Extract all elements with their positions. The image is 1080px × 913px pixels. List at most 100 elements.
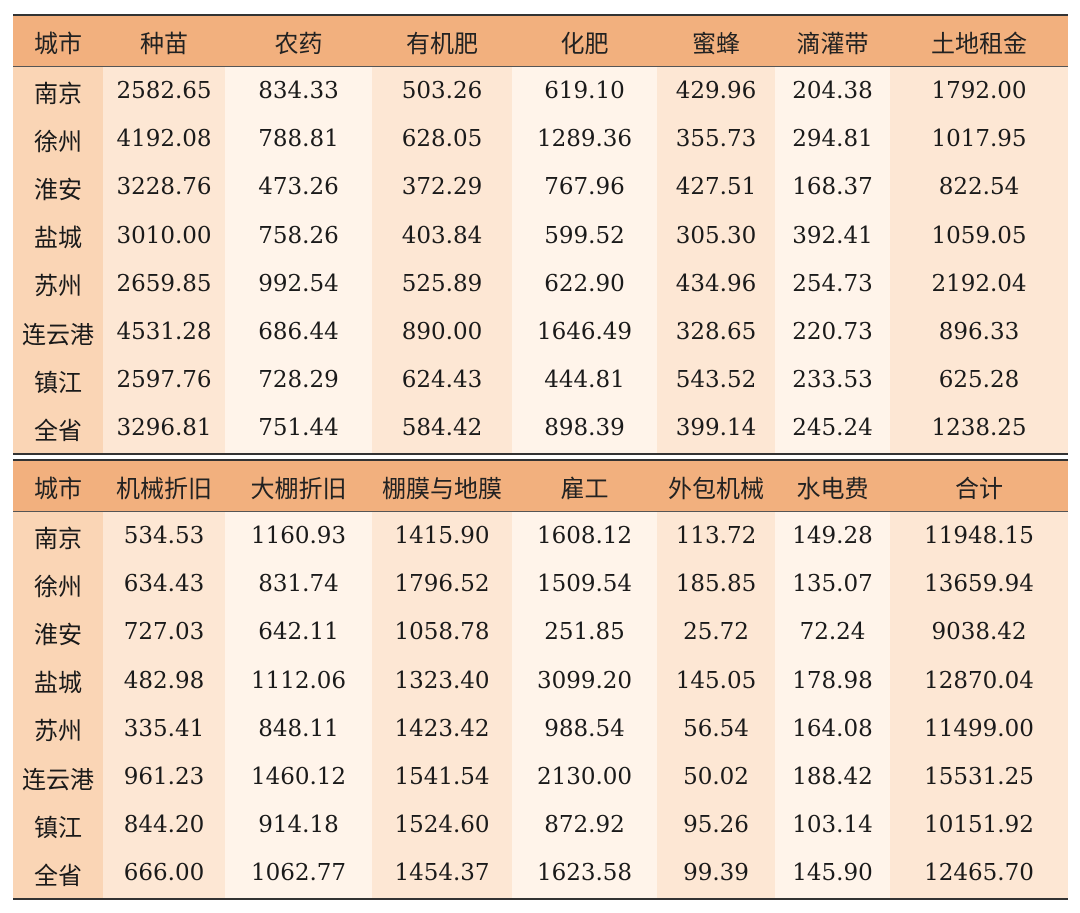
column-header: 棚膜与地膜 [372, 459, 512, 512]
value-cell: 1415.90 [372, 511, 512, 561]
header-row: 城市 种苗 农药 有机肥 化肥 蜜蜂 滴灌带 土地租金 [13, 14, 1068, 67]
city-cell: 连云港 [13, 307, 103, 357]
value-cell: 758.26 [225, 211, 372, 260]
city-cell: 盐城 [13, 656, 103, 705]
city-cell: 南京 [13, 511, 103, 561]
table-row: 镇江 844.20 914.18 1524.60 872.92 95.26 103.14 10… [13, 801, 1068, 850]
city-cell: 盐城 [13, 211, 103, 260]
value-cell: 473.26 [225, 163, 372, 212]
value-cell: 1238.25 [890, 404, 1068, 455]
header-row: 城市 机械折旧 大棚折旧 棚膜与地膜 雇工 外包机械 水电费 合计 [13, 459, 1068, 512]
column-header: 机械折旧 [103, 459, 225, 512]
value-cell: 961.23 [103, 752, 225, 802]
value-cell: 767.96 [512, 163, 657, 212]
value-cell: 1058.78 [372, 608, 512, 657]
value-cell: 11499.00 [890, 704, 1068, 753]
value-cell: 988.54 [512, 704, 657, 753]
value-cell: 294.81 [775, 115, 890, 164]
value-cell: 872.92 [512, 801, 657, 850]
value-cell: 251.85 [512, 608, 657, 657]
value-cell: 3099.20 [512, 656, 657, 705]
value-cell: 355.73 [657, 115, 775, 164]
value-cell: 1423.42 [372, 704, 512, 753]
column-header: 城市 [13, 459, 103, 512]
value-cell: 372.29 [372, 163, 512, 212]
column-header: 滴灌带 [775, 14, 890, 67]
table-row: 镇江 2597.76 728.29 624.43 444.81 543.52 233.53 6… [13, 356, 1068, 405]
table-row: 南京 2582.65 834.33 503.26 619.10 429.96 204.38 1… [13, 66, 1068, 116]
table-row: 连云港 4531.28 686.44 890.00 1646.49 328.65 220.7… [13, 307, 1068, 357]
value-cell: 1796.52 [372, 560, 512, 609]
city-cell: 淮安 [13, 608, 103, 657]
cost-table-part-2: 城市 机械折旧 大棚折旧 棚膜与地膜 雇工 外包机械 水电费 合计 南京 534.53 1160.… [13, 459, 1068, 900]
column-header: 雇工 [512, 459, 657, 512]
value-cell: 444.81 [512, 356, 657, 405]
value-cell: 335.41 [103, 704, 225, 753]
value-cell: 10151.92 [890, 801, 1068, 850]
value-cell: 584.42 [372, 404, 512, 455]
value-cell: 914.18 [225, 801, 372, 850]
city-cell: 连云港 [13, 752, 103, 802]
table-row: 徐州 634.43 831.74 1796.52 1509.54 185.85 135.07… [13, 560, 1068, 609]
value-cell: 403.84 [372, 211, 512, 260]
value-cell: 831.74 [225, 560, 372, 609]
value-cell: 233.53 [775, 356, 890, 405]
value-cell: 728.29 [225, 356, 372, 405]
city-cell: 徐州 [13, 115, 103, 164]
table-row: 苏州 2659.85 992.54 525.89 622.90 434.96 254.73 2… [13, 259, 1068, 308]
value-cell: 178.98 [775, 656, 890, 705]
column-header: 水电费 [775, 459, 890, 512]
value-cell: 103.14 [775, 801, 890, 850]
value-cell: 25.72 [657, 608, 775, 657]
value-cell: 328.65 [657, 307, 775, 357]
value-cell: 99.39 [657, 849, 775, 900]
data-table-1: 城市 种苗 农药 有机肥 化肥 蜜蜂 滴灌带 土地租金 南京 2582.65 834.33 503.… [13, 14, 1068, 455]
value-cell: 2659.85 [103, 259, 225, 308]
value-cell: 392.41 [775, 211, 890, 260]
value-cell: 9038.42 [890, 608, 1068, 657]
value-cell: 534.53 [103, 511, 225, 561]
value-cell: 434.96 [657, 259, 775, 308]
value-cell: 751.44 [225, 404, 372, 455]
value-cell: 1160.93 [225, 511, 372, 561]
value-cell: 245.24 [775, 404, 890, 455]
value-cell: 168.37 [775, 163, 890, 212]
data-table-2: 城市 机械折旧 大棚折旧 棚膜与地膜 雇工 外包机械 水电费 合计 南京 534.53 1160.… [13, 459, 1068, 900]
city-cell: 南京 [13, 66, 103, 116]
value-cell: 145.90 [775, 849, 890, 900]
value-cell: 12870.04 [890, 656, 1068, 705]
value-cell: 2582.65 [103, 66, 225, 116]
city-cell: 苏州 [13, 704, 103, 753]
value-cell: 204.38 [775, 66, 890, 116]
column-header: 土地租金 [890, 14, 1068, 67]
value-cell: 898.39 [512, 404, 657, 455]
value-cell: 1289.36 [512, 115, 657, 164]
table-row: 淮安 3228.76 473.26 372.29 767.96 427.51 168.37 8… [13, 163, 1068, 212]
value-cell: 2597.76 [103, 356, 225, 405]
value-cell: 1323.40 [372, 656, 512, 705]
value-cell: 503.26 [372, 66, 512, 116]
value-cell: 844.20 [103, 801, 225, 850]
city-cell: 徐州 [13, 560, 103, 609]
value-cell: 72.24 [775, 608, 890, 657]
value-cell: 1509.54 [512, 560, 657, 609]
value-cell: 628.05 [372, 115, 512, 164]
value-cell: 896.33 [890, 307, 1068, 357]
value-cell: 254.73 [775, 259, 890, 308]
value-cell: 642.11 [225, 608, 372, 657]
value-cell: 2130.00 [512, 752, 657, 802]
value-cell: 15531.25 [890, 752, 1068, 802]
value-cell: 1524.60 [372, 801, 512, 850]
value-cell: 599.52 [512, 211, 657, 260]
value-cell: 399.14 [657, 404, 775, 455]
table-row: 盐城 3010.00 758.26 403.84 599.52 305.30 392.41 1… [13, 211, 1068, 260]
city-cell: 镇江 [13, 356, 103, 405]
value-cell: 788.81 [225, 115, 372, 164]
value-cell: 624.43 [372, 356, 512, 405]
value-cell: 1646.49 [512, 307, 657, 357]
column-header: 有机肥 [372, 14, 512, 67]
value-cell: 666.00 [103, 849, 225, 900]
value-cell: 135.07 [775, 560, 890, 609]
value-cell: 164.08 [775, 704, 890, 753]
city-cell: 苏州 [13, 259, 103, 308]
